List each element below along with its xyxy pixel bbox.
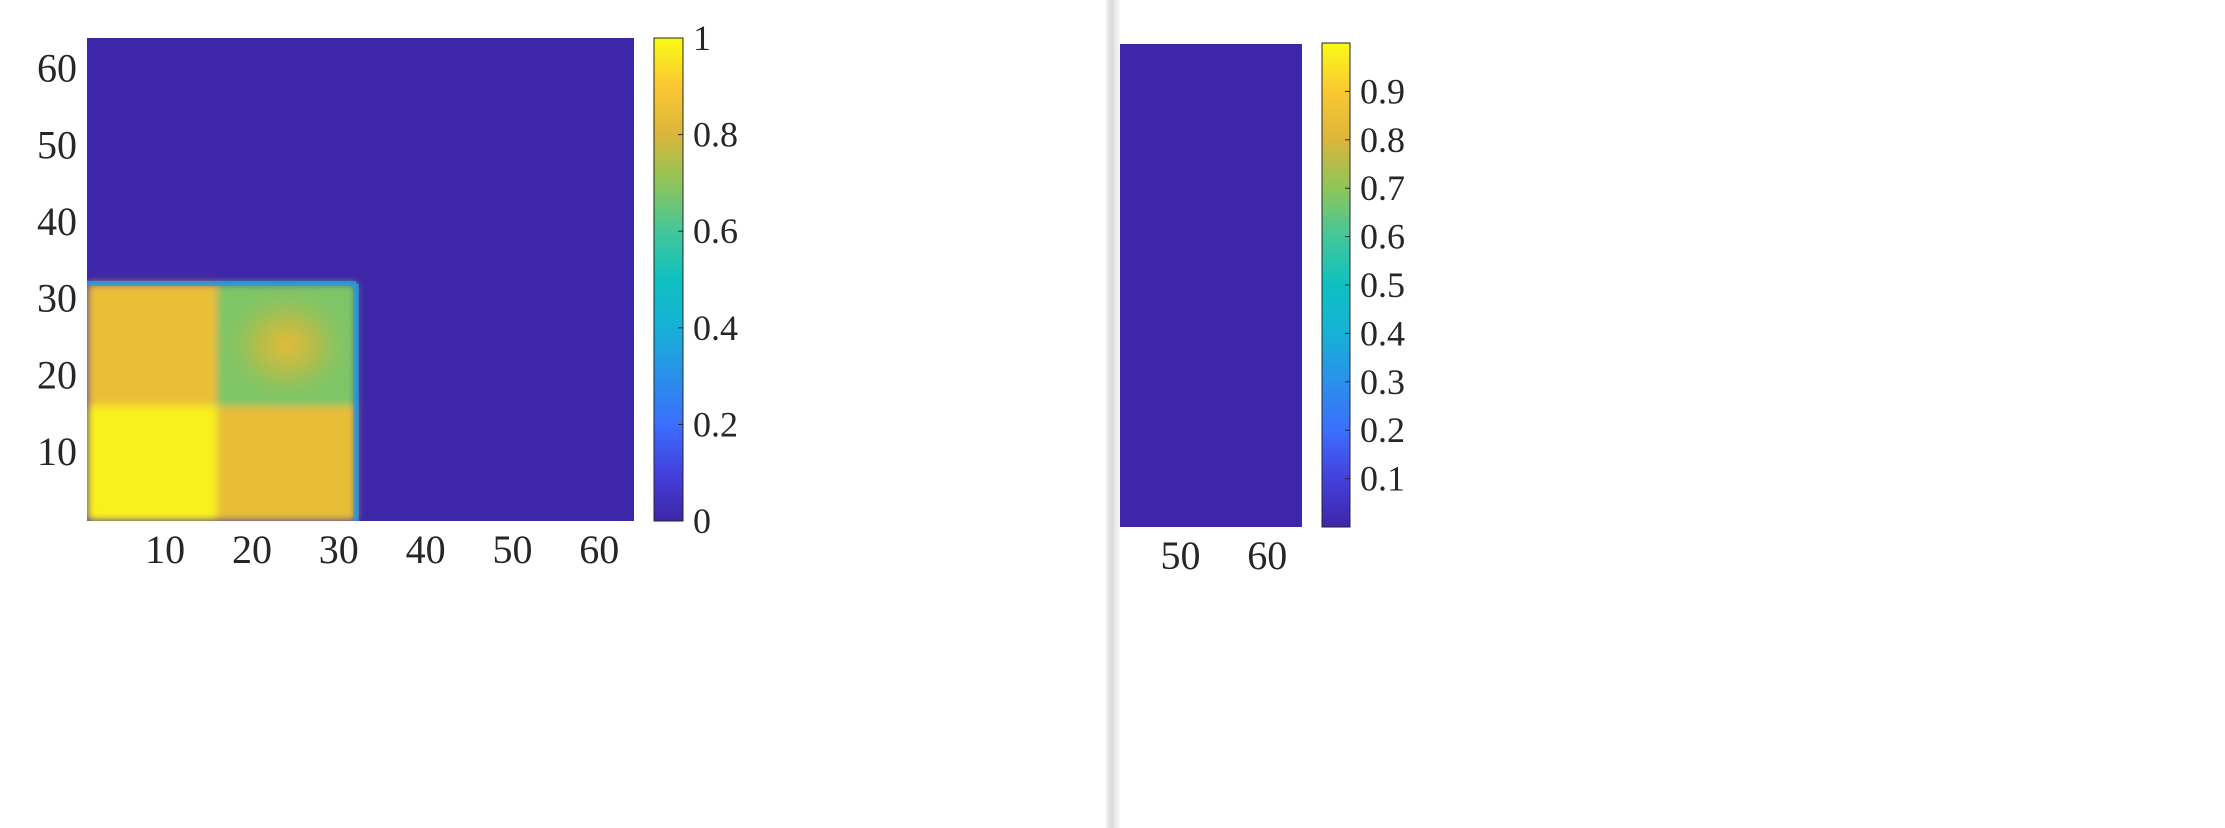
colorbar-tick-label: 0.4 <box>1360 313 1405 353</box>
colorbar-tick-label: 0.5 <box>1360 265 1405 305</box>
heatmap-cell-1 <box>217 406 357 521</box>
colorbar-tick-label: 1 <box>693 18 711 58</box>
x-tick-label: 50 <box>492 527 532 572</box>
y-tick-label: 50 <box>37 122 77 167</box>
heatmap-background <box>1120 44 1302 527</box>
y-tick-label: 60 <box>37 46 77 91</box>
colorbar-tick-label: 0.8 <box>693 115 738 155</box>
heatmap-chart-right: 1020304050601020304050600.10.20.30.40.50… <box>1120 42 1405 578</box>
x-tick-label: 10 <box>145 527 185 572</box>
x-tick-label: 60 <box>1247 533 1287 578</box>
colorbar-tick-label: 0.6 <box>1360 217 1405 257</box>
colorbar-tick-label: 0.3 <box>1360 362 1405 402</box>
y-tick-label: 40 <box>37 199 77 244</box>
heatmap-cell-2 <box>87 283 218 406</box>
x-tick-label: 50 <box>1160 533 1200 578</box>
colorbar-tick-label: 0 <box>693 501 711 541</box>
colorbar-tick-label: 0.1 <box>1360 459 1405 499</box>
colorbar-tick-label: 0.7 <box>1360 168 1405 208</box>
colorbar-tick-label: 0.2 <box>693 404 738 444</box>
y-tick-label: 10 <box>37 429 77 474</box>
x-tick-label: 30 <box>319 527 359 572</box>
colorbar-tick-label: 0.8 <box>1360 120 1405 160</box>
y-tick-label: 30 <box>37 276 77 321</box>
y-tick-label: 20 <box>37 352 77 397</box>
colorbar-tick-label: 0.4 <box>693 308 738 348</box>
left-figure-panel: 10 20 30 40 50 60 10 20 30 40 50 60 0 0.2 0.4 0.6 0.8 1 <box>0 0 1106 828</box>
x-tick-label: 40 <box>406 527 446 572</box>
heatmap-chart-left: 10 20 30 40 50 60 10 20 30 40 50 60 0 0.2 0.4 0.6 0.8 1 <box>37 18 738 572</box>
x-tick-label: 60 <box>579 527 619 572</box>
heatmap-cell-0 <box>87 406 218 521</box>
heatmap-cell-3-center <box>217 283 357 406</box>
colorbar-tick-label: 0.6 <box>693 211 738 251</box>
x-tick-label: 20 <box>232 527 272 572</box>
colorbar-tick-label: 0.9 <box>1360 71 1405 111</box>
right-figure-panel: 1020304050601020304050600.10.20.30.40.50… <box>1120 0 2225 828</box>
window-divider[interactable] <box>1106 0 1120 828</box>
colorbar <box>653 37 684 522</box>
colorbar-tick-label: 0.2 <box>1360 410 1405 450</box>
